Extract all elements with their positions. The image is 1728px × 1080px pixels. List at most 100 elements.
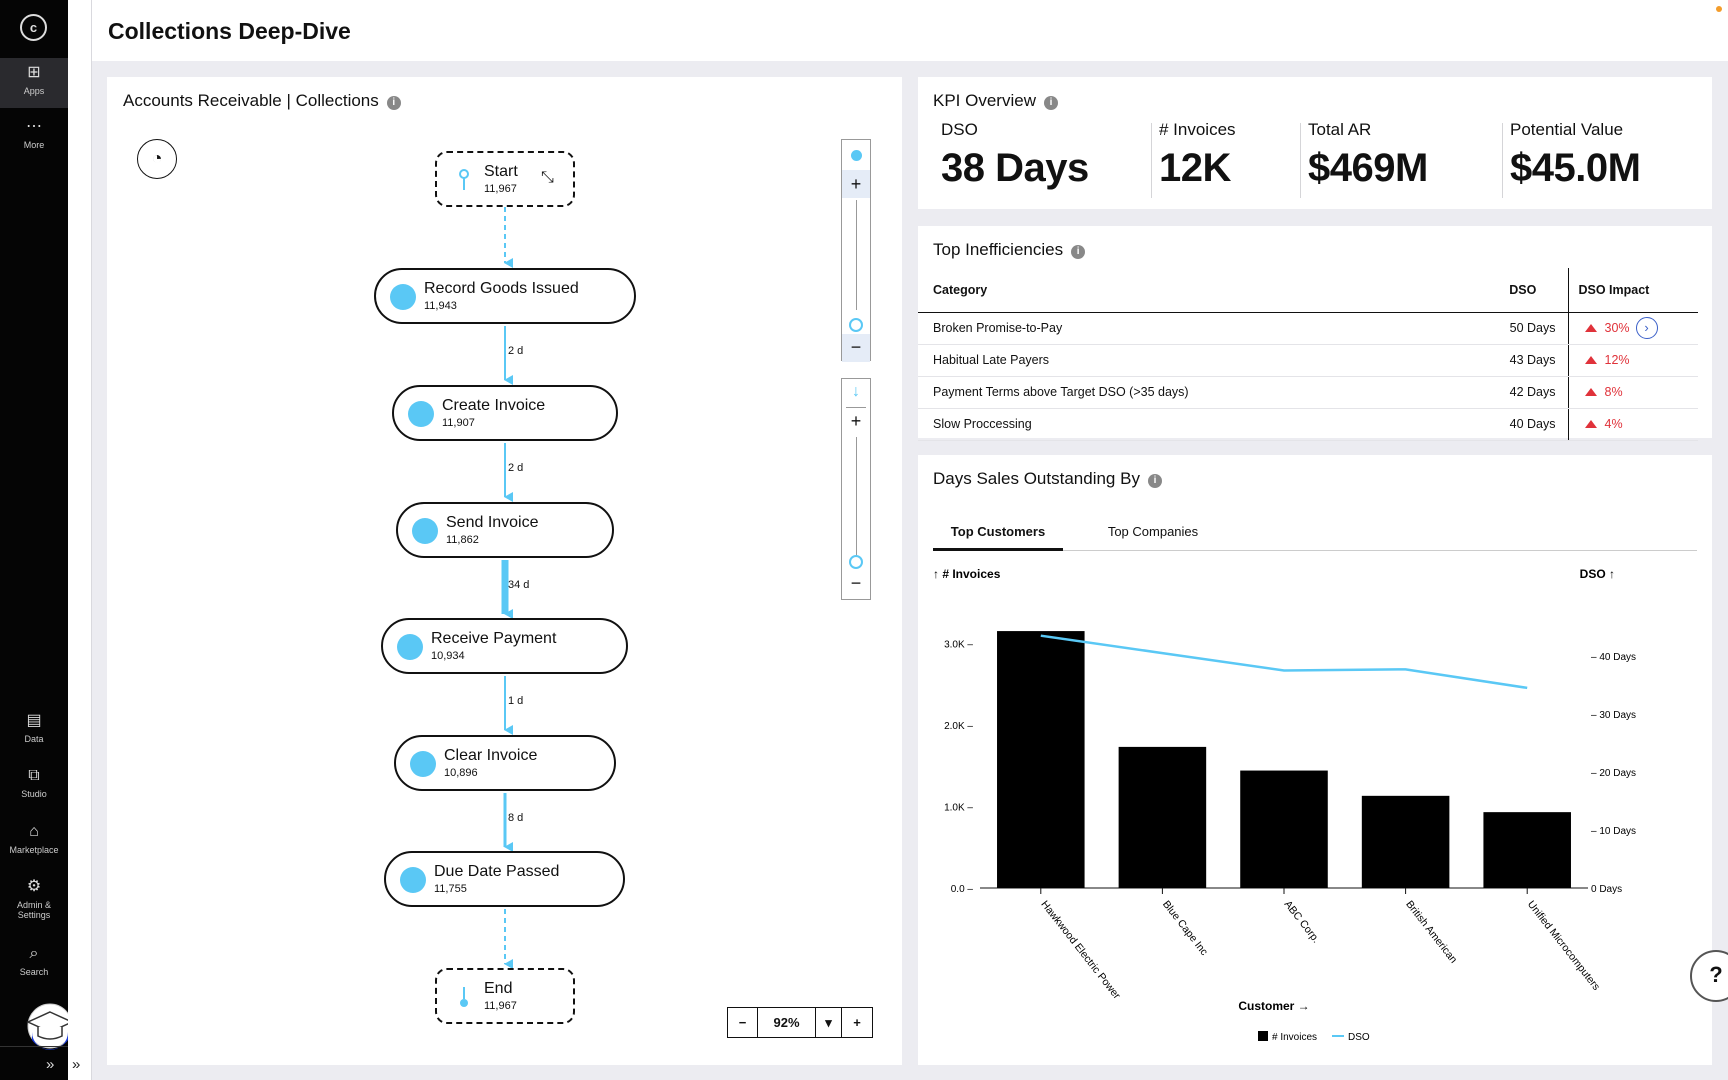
y-tick-right-label: – 30 Days (1591, 710, 1636, 721)
row-category: Habitual Late Payers (918, 344, 1478, 377)
row-category: Payment Terms above Target DSO (>35 days… (918, 376, 1478, 409)
sliders-icon: ⚙ (26, 878, 42, 895)
y-tick-left-label: 1.0K – (944, 802, 973, 813)
tab-top-companies[interactable]: Top Companies (1107, 524, 1199, 539)
zoom-dropdown-icon[interactable]: ▾ (816, 1008, 842, 1037)
slider-track (856, 437, 857, 557)
info-icon[interactable]: i (1071, 245, 1086, 259)
slider-track (856, 200, 857, 310)
sidebar-item-label: Search (19, 967, 49, 977)
sidebar-item-label: Admin & (16, 900, 51, 910)
y-tick-right-label: 0 Days (1591, 884, 1622, 895)
y-axis-left-label: ↑ # Invoices (933, 567, 1001, 581)
edge-duration-label: 34 d (508, 579, 530, 591)
sidebar-item-search[interactable]: ⌕ Search (0, 945, 68, 977)
process-node-record-goods-issued[interactable]: Record Goods Issued 11,943 (374, 268, 636, 324)
end-node[interactable]: End 11,967 (435, 968, 575, 1024)
kpi-value: 12K (1159, 146, 1231, 190)
academy-avatar[interactable] (22, 998, 81, 1050)
sidebar: c ⊞ Apps ⋯ More ▤ Data ⧉ Studio ⌂ Market… (0, 0, 81, 1080)
row-category: Slow Proccessing (918, 408, 1478, 441)
celonis-logo-icon[interactable]: c (20, 14, 47, 41)
process-node-send-invoice[interactable]: Send Invoice 11,862 (396, 502, 614, 558)
zoom-level[interactable]: 92% (758, 1008, 816, 1037)
help-button[interactable]: ? (1690, 950, 1728, 1002)
edge-duration-label: 8 d (508, 812, 524, 824)
connection-slider[interactable]: ↓ + − (841, 378, 871, 600)
legend-label-dso: DSO (1348, 1032, 1370, 1043)
sidebar-item-more[interactable]: ⋯ More (0, 118, 68, 150)
slider-minus-button[interactable]: − (842, 334, 870, 362)
edge-duration-label: 1 d (508, 695, 524, 707)
table-row[interactable]: Slow Proccessing 40 Days 4% (918, 408, 1698, 441)
process-node-receive-payment[interactable]: Receive Payment 10,934 (381, 618, 628, 674)
end-count: 11,967 (484, 1000, 517, 1012)
activity-slider[interactable]: + − (841, 139, 871, 362)
slider-minus-button[interactable]: − (850, 573, 862, 593)
legend-label-invoices: # Invoices (1272, 1032, 1317, 1043)
slider-handle[interactable] (849, 555, 863, 569)
edge-duration-label: 2 d (508, 462, 524, 474)
tab-top-customers[interactable]: Top Customers (933, 524, 1063, 551)
more-dots-icon: ⋯ (26, 118, 42, 135)
y-tick-right-label: – 40 Days (1591, 652, 1636, 663)
info-icon[interactable]: i (1043, 96, 1058, 110)
table-row[interactable]: Habitual Late Payers 43 Days 12% (918, 344, 1698, 377)
column-header-category[interactable]: Category (918, 268, 1478, 313)
process-node-due-date-passed[interactable]: Due Date Passed 11,755 (384, 851, 625, 907)
table-row[interactable]: Broken Promise-to-Pay 50 Days 30% › (918, 312, 1698, 345)
start-count: 11,967 (484, 183, 517, 195)
collapse-arrows-icon[interactable]: ⤡ (541, 169, 554, 186)
sidebar-item-apps[interactable]: ⊞ Apps (0, 58, 68, 108)
kpi-divider (1300, 123, 1301, 198)
dso-chart-title: Days Sales Outstanding By i (933, 469, 1162, 489)
bar-invoices (1118, 746, 1207, 888)
sidebar-item-marketplace[interactable]: ⌂ Marketplace (0, 823, 68, 855)
dso-tabs: Top Customers Top Companies (933, 520, 1697, 551)
sidebar-item-admin-settings[interactable]: ⚙ Admin & Settings (0, 878, 68, 920)
y-tick-left-label: 0.0 – (951, 884, 974, 895)
column-header-dso[interactable]: DSO (1478, 268, 1568, 313)
search-icon: ⌕ (29, 945, 39, 962)
slider-handle[interactable] (849, 318, 863, 332)
slider-plus-button[interactable]: + (850, 411, 862, 431)
header: Collections Deep-Dive (92, 0, 1728, 61)
slider-plus-button[interactable]: + (842, 170, 870, 198)
zoom-out-button[interactable]: − (728, 1008, 758, 1037)
kpi-value: 38 Days (941, 146, 1089, 190)
y-tick-right-label: – 10 Days (1591, 826, 1636, 837)
sidebar-item-studio[interactable]: ⧉ Studio (0, 767, 68, 799)
node-label: Create Invoice (442, 397, 546, 414)
sidebar-item-data[interactable]: ▤ Data (0, 712, 68, 744)
secondary-nav-gutter: » (68, 0, 92, 1080)
arrow-down-icon: ↓ (852, 383, 860, 400)
activity-circle-icon (400, 867, 426, 893)
x-tick-label: Blue Cape Inc (1160, 898, 1210, 957)
start-node[interactable]: Start 11,967 ⤡ (435, 151, 575, 207)
sidebar-item-label: Marketplace (9, 845, 59, 855)
expand-panel-icon[interactable]: » (72, 1056, 81, 1073)
process-node-clear-invoice[interactable]: Clear Invoice 10,896 (394, 735, 616, 791)
kpi-divider (1502, 123, 1503, 198)
info-icon[interactable]: i (386, 96, 401, 110)
zoom-in-button[interactable]: + (853, 1015, 861, 1030)
speedometer-icon[interactable]: ◔ (137, 139, 177, 179)
activity-circle-icon (408, 401, 434, 427)
chevron-right-icon[interactable]: › (1635, 317, 1658, 339)
node-count: 11,907 (442, 417, 475, 429)
activity-circle-icon (397, 634, 423, 660)
kpi-title: KPI Overview i (933, 91, 1058, 111)
data-icon: ▤ (26, 712, 42, 729)
divider (846, 407, 866, 408)
sidebar-collapse-icon[interactable]: » (46, 1056, 55, 1073)
x-tick-label: Unified Microcomputers (1525, 898, 1602, 992)
node-count: 11,862 (446, 534, 479, 546)
column-header-dso-impact[interactable]: DSO Impact (1567, 268, 1698, 313)
up-triangle-icon (1584, 388, 1597, 396)
row-impact: 30% › (1567, 312, 1698, 345)
table-row[interactable]: Payment Terms above Target DSO (>35 days… (918, 376, 1698, 409)
info-icon[interactable]: i (1147, 474, 1162, 488)
node-label: Send Invoice (446, 514, 539, 531)
process-node-create-invoice[interactable]: Create Invoice 11,907 (392, 385, 618, 441)
activity-circle-icon (390, 284, 416, 310)
